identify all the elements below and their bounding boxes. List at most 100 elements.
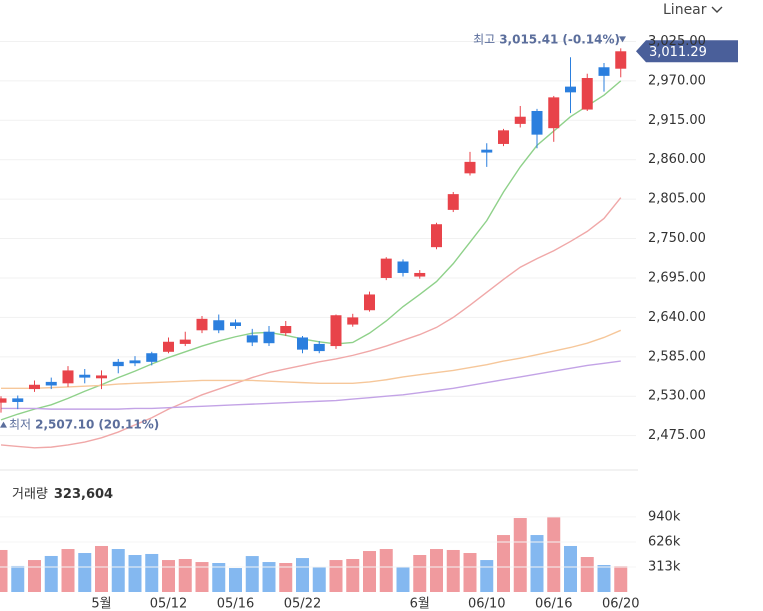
moving-average — [0, 197, 622, 449]
high-value: 3,015.41 — [499, 32, 558, 46]
volume-bar — [513, 518, 527, 592]
volume-bar — [530, 535, 544, 592]
x-tick-label: 05/22 — [284, 597, 321, 611]
scale-mode[interactable]: Linear — [663, 2, 707, 18]
y-tick-label: 2,805.00 — [648, 192, 706, 207]
high-arrow — [619, 36, 626, 43]
low-marker: 최저 2,507.10 (20.11%) — [9, 417, 159, 431]
candle-body — [464, 161, 476, 174]
candle-body — [129, 360, 141, 364]
candle-body — [313, 343, 325, 352]
candle-body — [498, 130, 509, 144]
candle-body — [481, 149, 493, 153]
candle-body — [62, 370, 74, 384]
moving-average — [1, 360, 621, 410]
price-tag-label: 3,011.29 — [649, 45, 707, 60]
volume-bar — [28, 560, 41, 592]
x-tick-label: 06/10 — [468, 597, 505, 611]
volume-bar — [162, 560, 175, 592]
volume-bar — [497, 535, 510, 592]
high-change: (-0.14%) — [562, 32, 620, 46]
volume-bar — [614, 566, 628, 592]
price-tag — [636, 40, 738, 63]
volume-bar — [580, 557, 594, 592]
candle-body — [581, 78, 593, 110]
candle-body — [414, 272, 426, 277]
candle-body — [213, 320, 225, 331]
y-tick-label: 2,750.00 — [648, 231, 706, 246]
high-prefix: 최고 — [473, 32, 495, 46]
candle-body — [112, 361, 124, 367]
candle-body — [364, 294, 375, 311]
low-prefix: 최저 — [9, 417, 31, 431]
moving-average — [1, 329, 622, 390]
volume-bar — [178, 559, 192, 592]
volume-bar — [480, 560, 494, 592]
volume-tick-label: 940k — [648, 509, 681, 524]
candle-body — [45, 381, 57, 386]
candle-body — [12, 398, 24, 402]
volume-bar — [145, 553, 159, 592]
high-marker: 최고 3,015.41 (-0.14%) — [473, 32, 620, 46]
candle-body — [196, 318, 208, 331]
volume-bar — [11, 565, 25, 592]
moving-average — [0, 80, 622, 421]
candle-body — [96, 375, 107, 379]
volume-bar — [128, 555, 142, 592]
candle-body — [246, 335, 258, 343]
volume-bar — [346, 559, 360, 592]
volume-label: 거래량 — [12, 487, 48, 502]
volume-bar — [312, 566, 326, 592]
low-value: 2,507.10 — [35, 417, 94, 431]
annotations: 거래량 323,604 3,011.29 최고 3,015.41 (-0.14%) 최저 2,… — [0, 32, 738, 502]
candle-body — [263, 331, 275, 344]
x-tick-label: 6월 — [410, 597, 430, 611]
candle-body — [146, 353, 158, 362]
candle-body — [397, 261, 409, 273]
volume-bar — [547, 517, 561, 592]
y-tick-label: 2,530.00 — [648, 389, 706, 404]
candle-body — [79, 374, 91, 378]
volume-bar — [212, 563, 226, 592]
volume-bar — [195, 562, 209, 592]
y-tick-label: 2,695.00 — [648, 270, 706, 285]
y-tick-label: 2,640.00 — [648, 310, 706, 325]
candle-body — [380, 258, 392, 278]
volume-bar — [413, 555, 427, 592]
volume-bar — [111, 549, 125, 592]
y-tick-label: 2,585.00 — [648, 349, 706, 364]
volume-bar — [446, 549, 460, 592]
candle-body — [598, 67, 610, 76]
candle-body — [280, 325, 292, 334]
candle-body — [431, 224, 442, 248]
candle-body — [548, 97, 560, 129]
volume-bar — [61, 549, 75, 592]
dropdown-chevron[interactable] — [711, 6, 723, 13]
volume-bar — [463, 553, 477, 592]
y-tick-label: 2,915.00 — [648, 113, 706, 128]
y-tick-label: 2,475.00 — [648, 428, 706, 443]
candle-body — [330, 315, 342, 347]
candle-body — [565, 86, 576, 93]
candle-body — [615, 51, 627, 69]
candle-body — [0, 398, 7, 403]
candle-body — [163, 341, 174, 352]
volume-bar — [262, 562, 276, 592]
y-tick-label: 3,025.00 — [648, 34, 706, 49]
candle-body — [179, 339, 191, 344]
volume-plot — [0, 516, 636, 592]
volume-bar — [78, 553, 92, 592]
low-arrow — [0, 421, 7, 428]
x-tick-label: 05/12 — [150, 597, 187, 611]
volume-bar — [296, 558, 309, 592]
candle-body — [230, 322, 241, 326]
candle-body — [297, 337, 308, 350]
volume-title: 거래량 323,604 — [12, 487, 113, 502]
volume-current: 323,604 — [54, 487, 113, 502]
x-tick-label: 5월 — [91, 597, 111, 611]
volume-tick-label: 626k — [648, 534, 681, 549]
volume-bar — [379, 549, 393, 592]
volume-bar — [44, 555, 58, 592]
price-plot — [0, 40, 636, 449]
y-tick-label: 2,860.00 — [648, 152, 706, 167]
